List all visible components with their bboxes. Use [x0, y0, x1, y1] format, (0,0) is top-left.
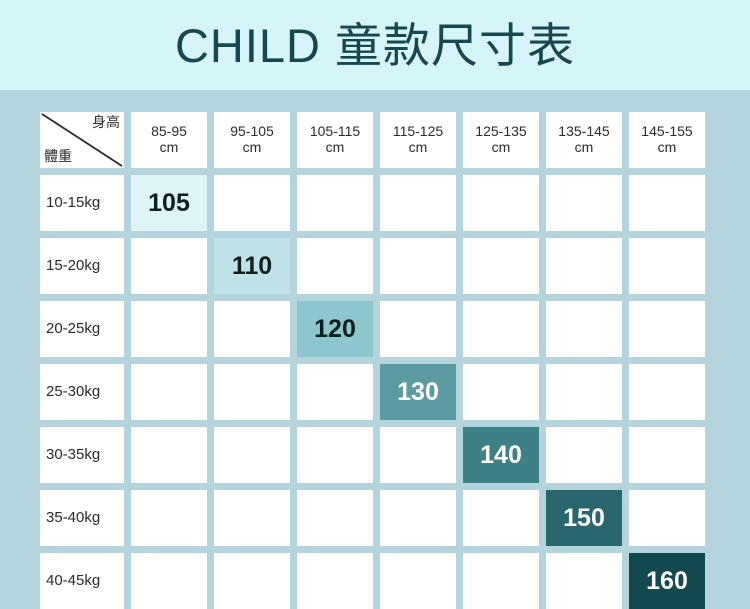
size-cell-empty	[629, 175, 705, 231]
table-row: 25-30kg 130	[40, 364, 712, 420]
row-header-6: 40-45kg	[40, 553, 124, 609]
size-cell-empty	[629, 301, 705, 357]
row-header-label: 15-20kg	[46, 256, 101, 274]
size-cell-empty	[463, 364, 539, 420]
size-cell-empty	[131, 364, 207, 420]
size-cell-empty	[297, 490, 373, 546]
column-header-label: 85-95 cm	[151, 123, 187, 155]
size-cell-empty	[546, 301, 622, 357]
size-cell-empty	[214, 490, 290, 546]
size-cell-empty	[380, 427, 456, 483]
row-header-2: 20-25kg	[40, 301, 124, 357]
size-cell-empty	[380, 490, 456, 546]
row-header-3: 25-30kg	[40, 364, 124, 420]
row-header-4: 30-35kg	[40, 427, 124, 483]
size-cell-empty	[131, 427, 207, 483]
row-header-label: 30-35kg	[46, 445, 101, 463]
size-cell-empty	[297, 553, 373, 609]
size-cell-empty	[463, 490, 539, 546]
size-cell-highlighted: 120	[297, 301, 373, 357]
column-header-label: 135-145 cm	[558, 123, 610, 155]
size-cell-empty	[131, 490, 207, 546]
row-header-label: 35-40kg	[46, 508, 101, 526]
column-header-5: 135-145 cm	[546, 112, 622, 168]
size-cell-empty	[131, 553, 207, 609]
size-cell-empty	[546, 553, 622, 609]
size-cell-empty	[297, 364, 373, 420]
row-header-label: 10-15kg	[46, 193, 101, 211]
size-cell-empty	[463, 175, 539, 231]
size-cell-highlighted: 110	[214, 238, 290, 294]
size-cell-empty	[463, 238, 539, 294]
size-cell-empty	[297, 427, 373, 483]
corner-cell: 身高 體重	[40, 112, 124, 168]
size-cell-empty	[629, 238, 705, 294]
size-cell-highlighted: 105	[131, 175, 207, 231]
page-title: CHILD 童款尺寸表	[174, 18, 576, 72]
row-header-5: 35-40kg	[40, 490, 124, 546]
size-cell-empty	[546, 175, 622, 231]
column-header-label: 125-135 cm	[475, 123, 527, 155]
table-row: 35-40kg 150	[40, 490, 712, 546]
table-row: 15-20kg 110	[40, 238, 712, 294]
column-header-3: 115-125 cm	[380, 112, 456, 168]
column-header-2: 105-115 cm	[297, 112, 373, 168]
column-header-1: 95-105 cm	[214, 112, 290, 168]
size-cell-empty	[380, 175, 456, 231]
size-cell-highlighted: 160	[629, 553, 705, 609]
size-cell-highlighted: 150	[546, 490, 622, 546]
size-cell-empty	[214, 553, 290, 609]
size-cell-empty	[380, 301, 456, 357]
size-cell-empty	[214, 301, 290, 357]
row-header-0: 10-15kg	[40, 175, 124, 231]
column-header-label: 105-115 cm	[309, 123, 361, 155]
table-row: 30-35kg 140	[40, 427, 712, 483]
size-cell-highlighted: 140	[463, 427, 539, 483]
corner-inner: 身高 體重	[40, 112, 124, 168]
size-cell-empty	[214, 427, 290, 483]
size-cell-empty	[214, 364, 290, 420]
table-row: 10-15kg 105	[40, 175, 712, 231]
size-cell-highlighted: 130	[380, 364, 456, 420]
column-header-4: 125-135 cm	[463, 112, 539, 168]
size-cell-empty	[463, 553, 539, 609]
table-row: 40-45kg 160	[40, 553, 712, 609]
table-body: 10-15kg 105 15-20kg 110 20-25kg 120 25-30kg 130…	[40, 175, 712, 609]
size-cell-empty	[629, 490, 705, 546]
size-cell-empty	[297, 175, 373, 231]
size-cell-empty	[297, 238, 373, 294]
size-cell-empty	[380, 553, 456, 609]
table-header-row: 身高 體重 85-95 cm 95-105 cm 105-115 cm 115-…	[40, 112, 712, 168]
size-cell-empty	[131, 238, 207, 294]
row-header-1: 15-20kg	[40, 238, 124, 294]
corner-weight-label: 體重	[44, 148, 72, 165]
column-header-label: 95-105 cm	[230, 123, 274, 155]
table-row: 20-25kg 120	[40, 301, 712, 357]
size-cell-empty	[546, 427, 622, 483]
size-table: 身高 體重 85-95 cm 95-105 cm 105-115 cm 115-…	[40, 112, 712, 609]
corner-height-label: 身高	[92, 114, 120, 130]
size-cell-empty	[546, 364, 622, 420]
column-header-0: 85-95 cm	[131, 112, 207, 168]
size-cell-empty	[131, 301, 207, 357]
size-cell-empty	[629, 364, 705, 420]
column-header-label: 145-155 cm	[641, 123, 693, 155]
column-header-6: 145-155 cm	[629, 112, 705, 168]
title-banner: CHILD 童款尺寸表	[0, 0, 750, 90]
column-header-label: 115-125 cm	[392, 123, 444, 155]
size-cell-empty	[214, 175, 290, 231]
row-header-label: 20-25kg	[46, 319, 101, 337]
size-cell-empty	[463, 301, 539, 357]
size-cell-empty	[380, 238, 456, 294]
size-cell-empty	[546, 238, 622, 294]
row-header-label: 25-30kg	[46, 382, 101, 400]
size-cell-empty	[629, 427, 705, 483]
diagonal-divider-icon	[41, 113, 123, 167]
